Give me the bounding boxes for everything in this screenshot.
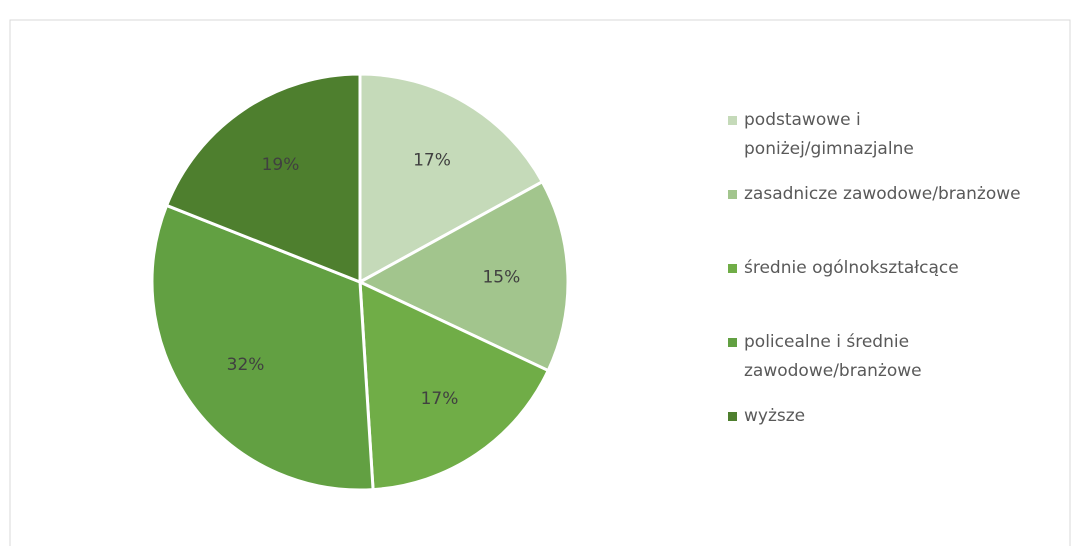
data-label: 17% bbox=[421, 389, 459, 409]
legend-item: średnie ogólnokształcące bbox=[728, 254, 1073, 328]
data-label: 32% bbox=[227, 355, 265, 375]
legend-item: zasadnicze zawodowe/branżowe bbox=[728, 180, 1073, 254]
data-label: 17% bbox=[413, 150, 451, 170]
pie-slice bbox=[358, 279, 551, 492]
legend-label: zasadnicze zawodowe/branżowe bbox=[744, 184, 1021, 204]
legend-swatch bbox=[728, 264, 737, 273]
legend-swatch bbox=[728, 116, 737, 125]
legend-item: policealne i średnie zawodowe/branżowe bbox=[728, 328, 1073, 402]
legend-swatch bbox=[728, 190, 737, 199]
legend-label: podstawowe i poniżej/gimnazjalne bbox=[744, 110, 914, 159]
legend: podstawowe i poniżej/gimnazjalne zasadnic… bbox=[728, 106, 1073, 476]
legend-label: średnie ogólnokształcące bbox=[744, 258, 959, 278]
pie-slice bbox=[358, 72, 545, 285]
data-label: 15% bbox=[482, 268, 520, 288]
legend-item: podstawowe i poniżej/gimnazjalne bbox=[728, 106, 1073, 180]
legend-swatch bbox=[728, 412, 737, 421]
pie-slice bbox=[164, 72, 362, 285]
legend-label: wyższe bbox=[744, 406, 806, 426]
legend-swatch bbox=[728, 338, 737, 347]
legend-label: policealne i średnie zawodowe/branżowe bbox=[744, 332, 922, 381]
pie-slice bbox=[356, 179, 570, 373]
legend-item: wyższe bbox=[728, 402, 1073, 476]
pie-slice bbox=[150, 203, 375, 492]
chart-frame bbox=[9, 19, 1071, 546]
data-label: 19% bbox=[262, 155, 300, 175]
